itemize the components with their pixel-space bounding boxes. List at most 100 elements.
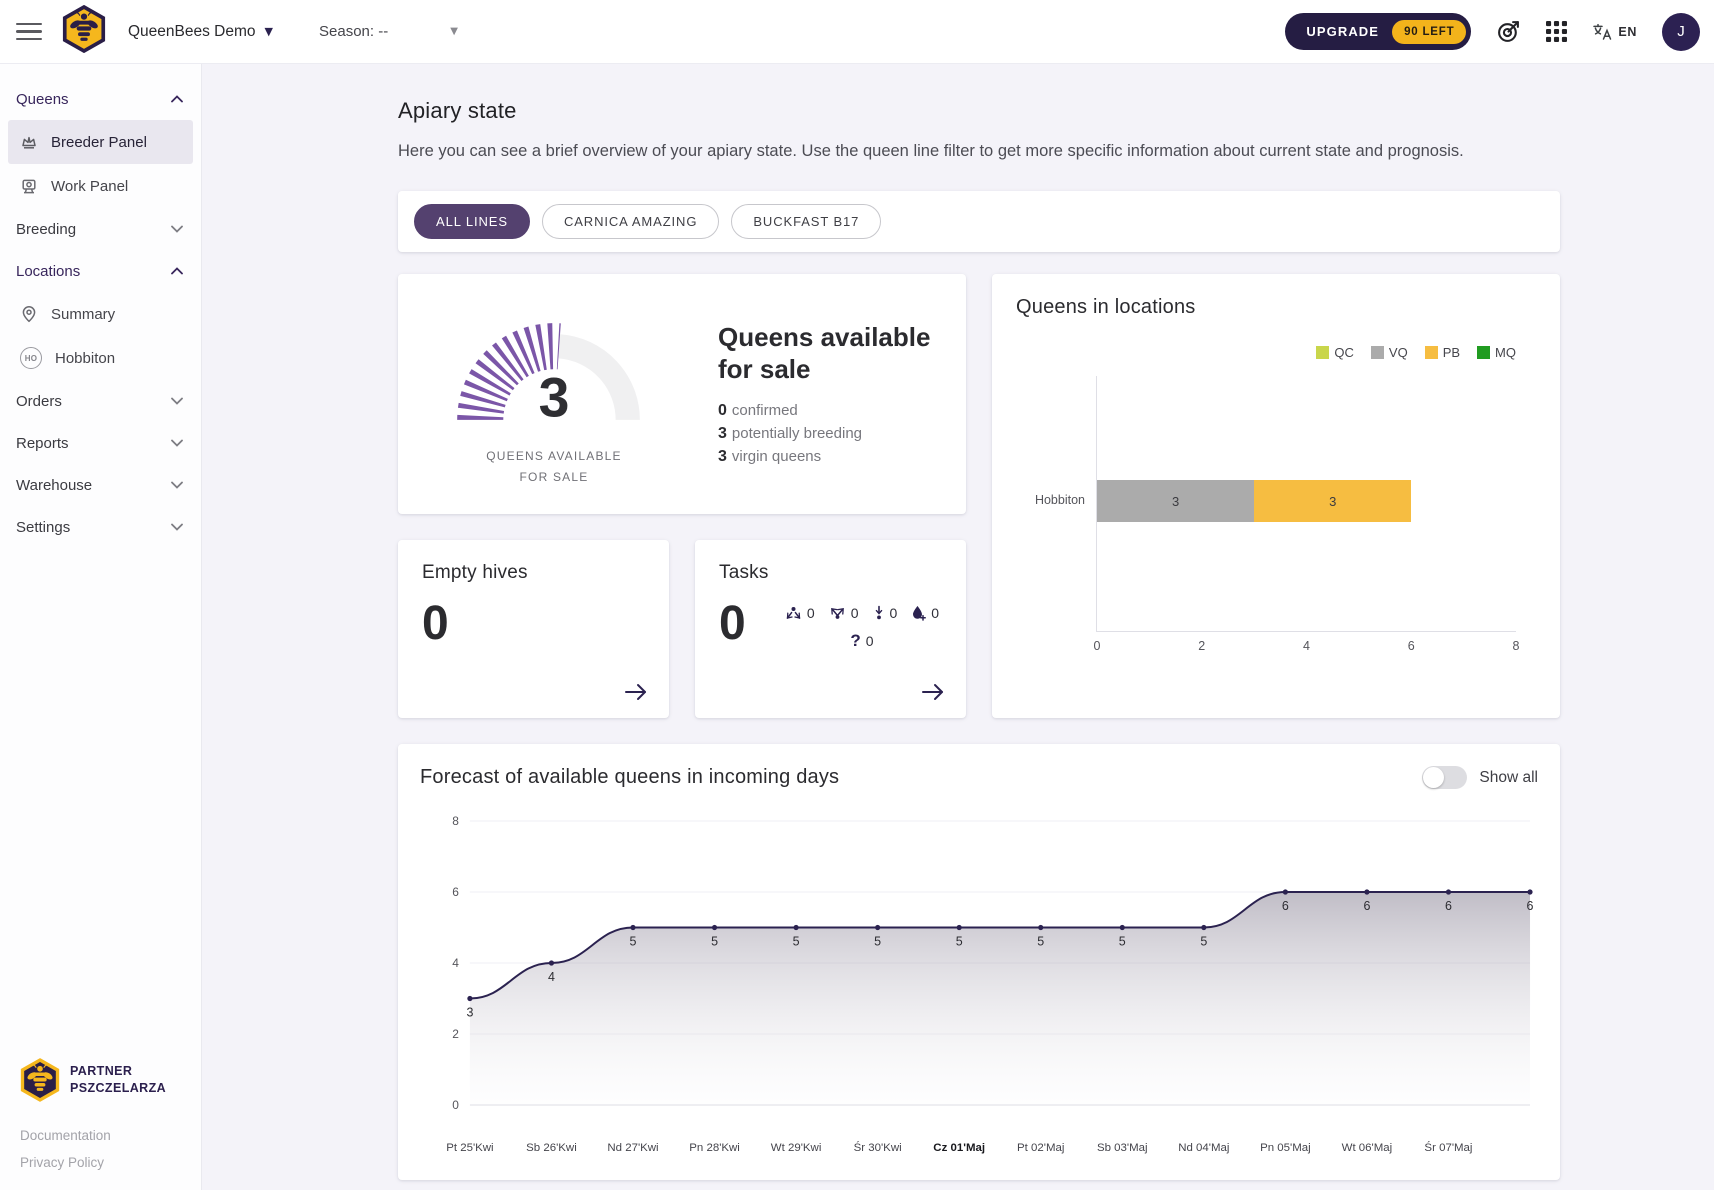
x-axis-tick-label: 4 [1303,639,1310,654]
area-fill [469,892,1531,1106]
x-axis-label: Pt 25'Kwi [446,1142,493,1154]
legend-swatch [1370,346,1384,360]
location-pin-icon [22,306,36,323]
point-value-label: 5 [1200,935,1207,949]
point-value-label: 5 [793,935,800,949]
legend-swatch [1316,346,1330,360]
x-axis-label: Sb 03'Maj [1097,1142,1148,1154]
forecast-title: Forecast of available queens in incoming… [420,766,840,789]
task-split: 0 [829,604,859,621]
season-label: Season: -- [319,23,389,40]
app-title-dropdown[interactable]: QueenBees Demo ▼ [128,23,273,41]
feed-drop-icon [913,605,927,621]
chevron-down-icon [171,481,183,489]
data-point [875,925,881,931]
data-point [1282,889,1288,895]
data-point [1527,889,1533,895]
point-value-label: 5 [630,935,637,949]
y-axis-label: 4 [452,956,459,970]
x-axis-label: Nd 27'Kwi [607,1142,658,1154]
language-switcher[interactable]: EN [1592,23,1637,41]
filter-chip-buckfast-b17[interactable]: BUCKFAST B17 [731,204,882,240]
y-axis-label: 2 [452,1027,459,1041]
filter-chip-carnica-amazing[interactable]: CARNICA AMAZING [541,204,720,240]
data-point [1119,925,1125,931]
sidebar-item-hobbiton[interactable]: HO Hobbiton [8,336,193,380]
forecast-card: Forecast of available queens in incoming… [398,744,1560,1181]
stat-potentially-breeding: 3 potentially breeding [718,424,862,442]
y-axis-label: 0 [452,1098,459,1112]
locations-legend: QC VQ PB MQ [992,345,1516,360]
sidebar-section-orders[interactable]: Orders [0,380,201,422]
point-value-label: 5 [1119,935,1126,949]
work-station-icon [22,179,36,194]
data-point [793,925,799,931]
empty-hives-title: Empty hives [422,562,528,584]
x-axis-label: Pt 02'Maj [1017,1142,1064,1154]
data-point [956,925,962,931]
sidebar-item-summary[interactable]: Summary [8,292,193,336]
forecast-chart: 0 2 4 6 8 3 4 5 5 5 5 5 5 5 5 6 6 6 6 Pt 25'Kwi Sb 26'Kwi Nd … [446,814,1533,1154]
legend-item-QC: QC [1316,345,1354,360]
split-arrows-icon [830,608,844,620]
arrow-right-icon [922,684,943,701]
empty-hives-value: 0 [422,597,449,651]
filter-chip-all-lines[interactable]: ALL LINES [414,204,530,240]
x-axis-label: Wt 06'Maj [1342,1142,1393,1154]
bar-segment-PB: 3 [1254,480,1412,523]
show-all-toggle[interactable]: Show all [1422,766,1538,790]
sidebar-item-breeder-panel[interactable]: Breeder Panel [8,120,193,164]
data-point [630,925,636,931]
season-select[interactable]: Season: -- ▼ [319,23,458,40]
sidebar: Queens Breeder Panel Work Panel Breeding… [0,64,202,1190]
documentation-link[interactable]: Documentation [20,1128,111,1143]
point-value-label: 5 [711,935,718,949]
main-content: Apiary state Here you can see a brief ov… [202,64,1714,1190]
apps-grid-icon[interactable] [1546,21,1568,42]
language-code: EN [1618,24,1637,39]
x-axis-label: Wt 29'Kwi [771,1142,822,1154]
sidebar-section-locations[interactable]: Locations [0,250,201,292]
gauge-caption: QUEENS AVAILABLE FOR SALE [486,449,622,485]
data-point [1038,925,1044,931]
chevron-down-icon [171,397,183,405]
point-value-label: 5 [956,935,963,949]
data-point [711,925,718,931]
goals-target-icon[interactable] [1496,19,1521,44]
tasks-goto-button[interactable] [920,683,946,704]
legend-item-VQ: VQ [1370,345,1408,360]
menu-icon[interactable] [16,22,42,41]
partner-text-line1: PARTNER [70,1064,133,1079]
tasks-value: 0 [719,597,746,651]
chevron-down-icon [171,523,183,531]
data-point [1201,925,1207,931]
queen-line-filter: ALL LINES CARNICA AMAZING BUCKFAST B17 [398,191,1560,253]
upgrade-button[interactable]: UPGRADE 90 LEFT [1285,13,1472,50]
sidebar-section-reports[interactable]: Reports [0,422,201,464]
sidebar-item-work-panel[interactable]: Work Panel [8,164,193,208]
stat-confirmed: 0 confirmed [718,401,798,419]
bee-logo [62,4,106,58]
task-unknown: ? 0 [850,630,874,650]
gauge-value: 3 [539,367,570,429]
translate-icon [1593,23,1612,40]
page-title: Apiary state [398,98,517,123]
sidebar-section-settings[interactable]: Settings [0,506,201,548]
empty-hives-goto-button[interactable] [623,683,649,704]
x-axis-label: Nd 04'Maj [1178,1142,1229,1154]
topbar: QueenBees Demo ▼ Season: -- ▼ UPGRADE 90… [0,0,1714,64]
legend-item-MQ: MQ [1477,345,1516,360]
y-axis-label: 6 [452,885,459,899]
toggle-switch[interactable] [1422,766,1468,790]
sidebar-section-breeding[interactable]: Breeding [0,208,201,250]
sidebar-section-warehouse[interactable]: Warehouse [0,464,201,506]
upgrade-remaining-badge: 90 LEFT [1392,19,1467,44]
sidebar-section-queens[interactable]: Queens [0,78,201,120]
privacy-policy-link[interactable]: Privacy Policy [20,1155,105,1170]
avatar[interactable]: J [1662,12,1700,51]
arrow-right-icon [625,684,646,701]
task-feed: 0 [911,604,939,621]
chevron-up-icon [171,267,183,275]
